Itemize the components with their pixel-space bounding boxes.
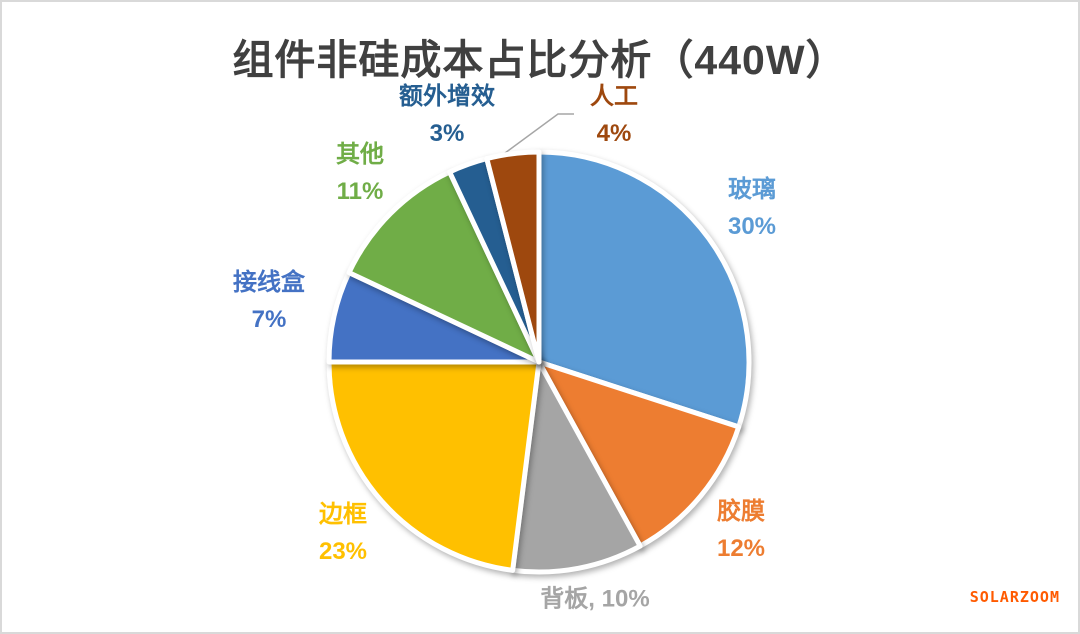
pie-slice-labor[interactable] [484,149,542,365]
pie-label-other-value: 11% [336,178,384,205]
pie-label-glass: 玻璃 30% [728,171,776,245]
pie-slice-backsheet[interactable] [510,359,643,575]
pie-label-eva-film-name: 胶膜 [716,498,765,525]
chart-title: 组件非硅成本占比分析（440W） [232,37,848,83]
pie-label-glass-name: 玻璃 [727,176,776,203]
pie-label-backsheet: 背板, 10% [540,581,649,618]
pie-slice-eva-film[interactable] [536,359,742,549]
pie-label-other-name: 其他 [336,141,384,168]
pie-label-labor: 人工 4% [590,78,638,152]
pie-label-junction-box-name: 接线盒 [233,269,305,296]
pie-label-junction-box-value: 7% [251,306,287,333]
pie-label-eva-film: 胶膜 12% [717,493,765,567]
labor-leader-line [500,113,574,157]
pie-label-frame-name: 边框 [318,501,367,528]
pie-label-extra-gain-name: 额外增效 [399,83,495,110]
pie-label-frame: 边框 23% [319,496,367,570]
pie-label-eva-film-value: 12% [716,535,766,562]
solarzoom-watermark: SOLARZOOM [969,588,1060,606]
pie-slice-glass[interactable] [536,149,752,430]
pie-slice-other[interactable] [346,169,542,365]
pie-label-frame-value: 23% [318,538,368,565]
pie-label-other: 其他 11% [336,136,384,210]
pie-label-extra-gain: 额外增效 3% [399,78,495,152]
pie-label-labor-value: 4% [596,120,632,147]
pie-label-extra-gain-value: 3% [429,120,465,147]
pie-slice-frame[interactable] [326,359,542,573]
pie-label-labor-name: 人工 [590,83,638,110]
pie-label-junction-box: 接线盒 7% [233,264,305,338]
pie-label-glass-value: 30% [727,213,777,240]
pie-label-backsheet-text: 背板, 10% [540,585,650,613]
